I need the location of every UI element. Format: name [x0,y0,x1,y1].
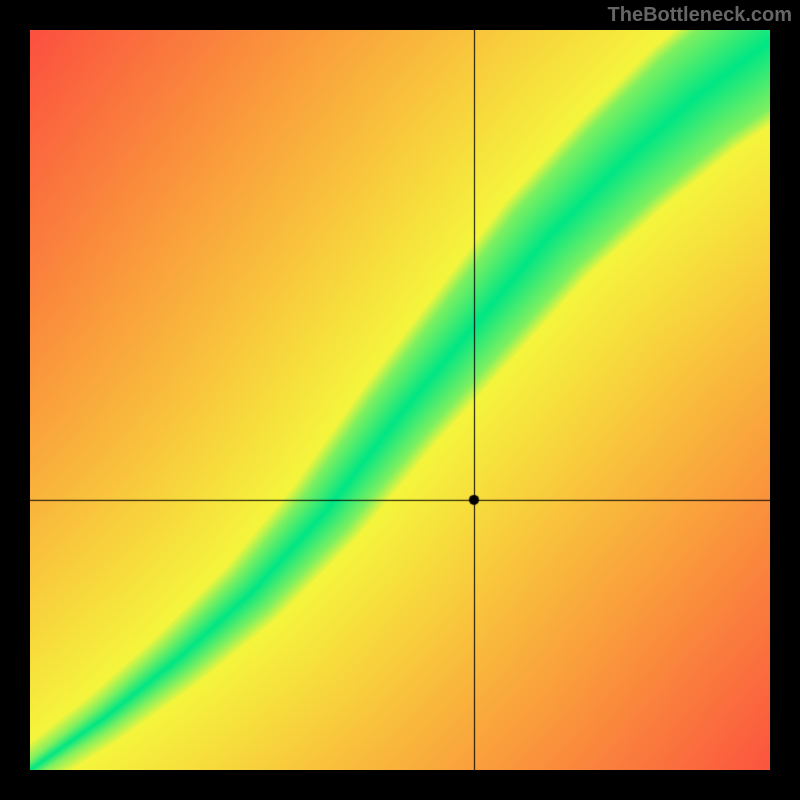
watermark-text: TheBottleneck.com [608,4,792,27]
heatmap-canvas [30,30,770,770]
chart-container: TheBottleneck.com [0,0,800,800]
